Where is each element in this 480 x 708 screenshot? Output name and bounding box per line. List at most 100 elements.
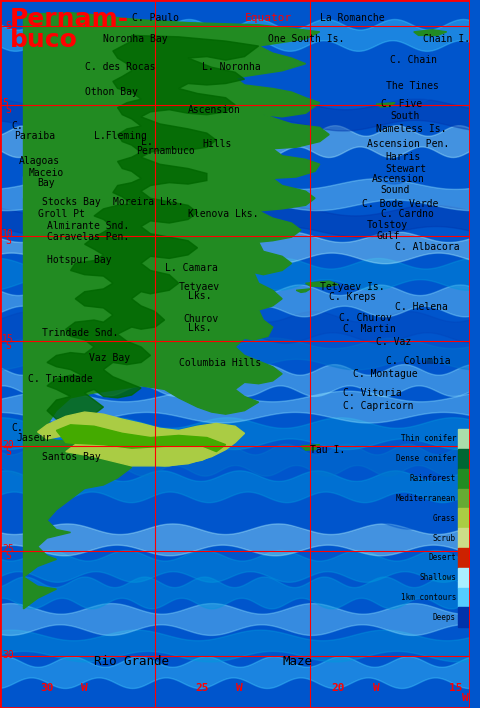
Text: C. Bode Verde: C. Bode Verde	[362, 199, 438, 209]
Text: C. Chain: C. Chain	[390, 55, 437, 65]
Text: C. Helena: C. Helena	[395, 302, 448, 312]
Polygon shape	[0, 258, 470, 290]
Text: Dense conifer: Dense conifer	[396, 455, 456, 463]
Text: Moreira Lks.: Moreira Lks.	[113, 197, 183, 207]
Polygon shape	[0, 285, 470, 316]
Polygon shape	[0, 179, 470, 210]
Bar	[458, 469, 470, 489]
Text: 30: 30	[2, 650, 14, 660]
Text: Grass: Grass	[433, 514, 456, 523]
Text: Hotspur Bay: Hotspur Bay	[47, 255, 112, 265]
Text: W: W	[237, 683, 243, 693]
Text: Harris: Harris	[385, 152, 421, 162]
Text: Nameless Is.: Nameless Is.	[376, 124, 447, 134]
Text: C. Montague: C. Montague	[353, 369, 417, 379]
Text: C. des Rocas: C. des Rocas	[84, 62, 155, 72]
Text: Pernam-: Pernam-	[10, 7, 129, 31]
Text: C. Trindade: C. Trindade	[28, 374, 93, 384]
Bar	[458, 588, 470, 607]
Bar	[458, 429, 470, 449]
Polygon shape	[306, 281, 338, 287]
Polygon shape	[47, 35, 259, 419]
Text: Rainforest: Rainforest	[410, 474, 456, 483]
Bar	[458, 508, 470, 528]
Text: Santos Bay: Santos Bay	[42, 452, 101, 462]
Text: buco: buco	[10, 28, 77, 52]
Text: Noronha Bay: Noronha Bay	[104, 34, 168, 44]
Text: Jaseur: Jaseur	[16, 433, 52, 442]
Polygon shape	[0, 630, 470, 662]
Text: Alagoas: Alagoas	[19, 156, 60, 166]
Polygon shape	[376, 103, 395, 107]
Polygon shape	[0, 152, 470, 184]
Polygon shape	[273, 34, 311, 39]
Text: S: S	[6, 341, 12, 351]
Polygon shape	[24, 35, 141, 85]
Text: C. Martin: C. Martin	[343, 324, 396, 334]
Text: Bay: Bay	[37, 178, 55, 188]
Bar	[458, 489, 470, 508]
Text: S: S	[6, 105, 12, 115]
Polygon shape	[37, 412, 244, 466]
Text: Columbia Hills: Columbia Hills	[179, 358, 261, 368]
Polygon shape	[0, 471, 470, 503]
Polygon shape	[0, 418, 470, 450]
Text: S: S	[6, 552, 12, 561]
Polygon shape	[0, 126, 470, 157]
Text: C. Cardno: C. Cardno	[381, 209, 434, 219]
Text: Chain I.: Chain I.	[423, 34, 470, 44]
Text: C.: C.	[12, 121, 24, 131]
Polygon shape	[0, 99, 470, 131]
Polygon shape	[0, 20, 470, 51]
Polygon shape	[414, 30, 447, 35]
Text: Shallows: Shallows	[419, 573, 456, 582]
Polygon shape	[0, 312, 470, 343]
Text: Maze: Maze	[282, 656, 312, 668]
Text: Churov: Churov	[183, 314, 218, 324]
Text: Stewart: Stewart	[385, 164, 427, 173]
Text: 1km contours: 1km contours	[401, 593, 456, 602]
Text: C. Albacora: C. Albacora	[395, 242, 459, 252]
Text: C. Vaz: C. Vaz	[376, 337, 411, 347]
Text: Rio Grande: Rio Grande	[94, 656, 169, 668]
Text: C.: C.	[12, 423, 24, 433]
Text: 5: 5	[2, 98, 8, 108]
Polygon shape	[0, 604, 470, 635]
Text: Lks.: Lks.	[188, 291, 212, 301]
Text: L.Fleming: L.Fleming	[94, 131, 147, 141]
Polygon shape	[0, 498, 470, 529]
Polygon shape	[24, 13, 329, 609]
Polygon shape	[24, 156, 104, 198]
Text: Vaz Bay: Vaz Bay	[89, 353, 131, 363]
Text: 10: 10	[2, 229, 14, 239]
Text: Sound: Sound	[381, 185, 410, 195]
Text: Mediterranean: Mediterranean	[396, 494, 456, 503]
Text: Tolstoy: Tolstoy	[367, 220, 408, 230]
Text: Trindade Snd.: Trindade Snd.	[42, 328, 119, 338]
Text: Tau I.: Tau I.	[311, 445, 346, 455]
Text: Groll Pt: Groll Pt	[37, 209, 84, 219]
Text: C. Kreps: C. Kreps	[329, 292, 376, 302]
Text: Ascension Pen.: Ascension Pen.	[367, 139, 449, 149]
Polygon shape	[66, 445, 216, 466]
Text: L. Camara: L. Camara	[165, 263, 217, 273]
Text: C. Capricorn: C. Capricorn	[343, 401, 414, 411]
Polygon shape	[0, 551, 470, 582]
Bar	[458, 548, 470, 568]
Text: 15: 15	[449, 683, 463, 693]
Text: W: W	[373, 683, 380, 693]
Text: S: S	[6, 447, 12, 457]
Text: 20: 20	[332, 683, 345, 693]
Text: Pernambuco: Pernambuco	[136, 146, 195, 156]
Polygon shape	[0, 232, 470, 263]
Polygon shape	[0, 338, 470, 370]
Text: Lks.: Lks.	[188, 323, 212, 333]
Text: 30: 30	[40, 683, 54, 693]
Text: W: W	[462, 693, 469, 703]
Bar	[458, 449, 470, 469]
Text: Almirante Snd.: Almirante Snd.	[47, 221, 129, 231]
Text: Hills: Hills	[202, 139, 231, 149]
Text: Othon Bay: Othon Bay	[84, 87, 137, 97]
Text: Stocks Bay: Stocks Bay	[42, 197, 101, 207]
Polygon shape	[0, 445, 470, 476]
